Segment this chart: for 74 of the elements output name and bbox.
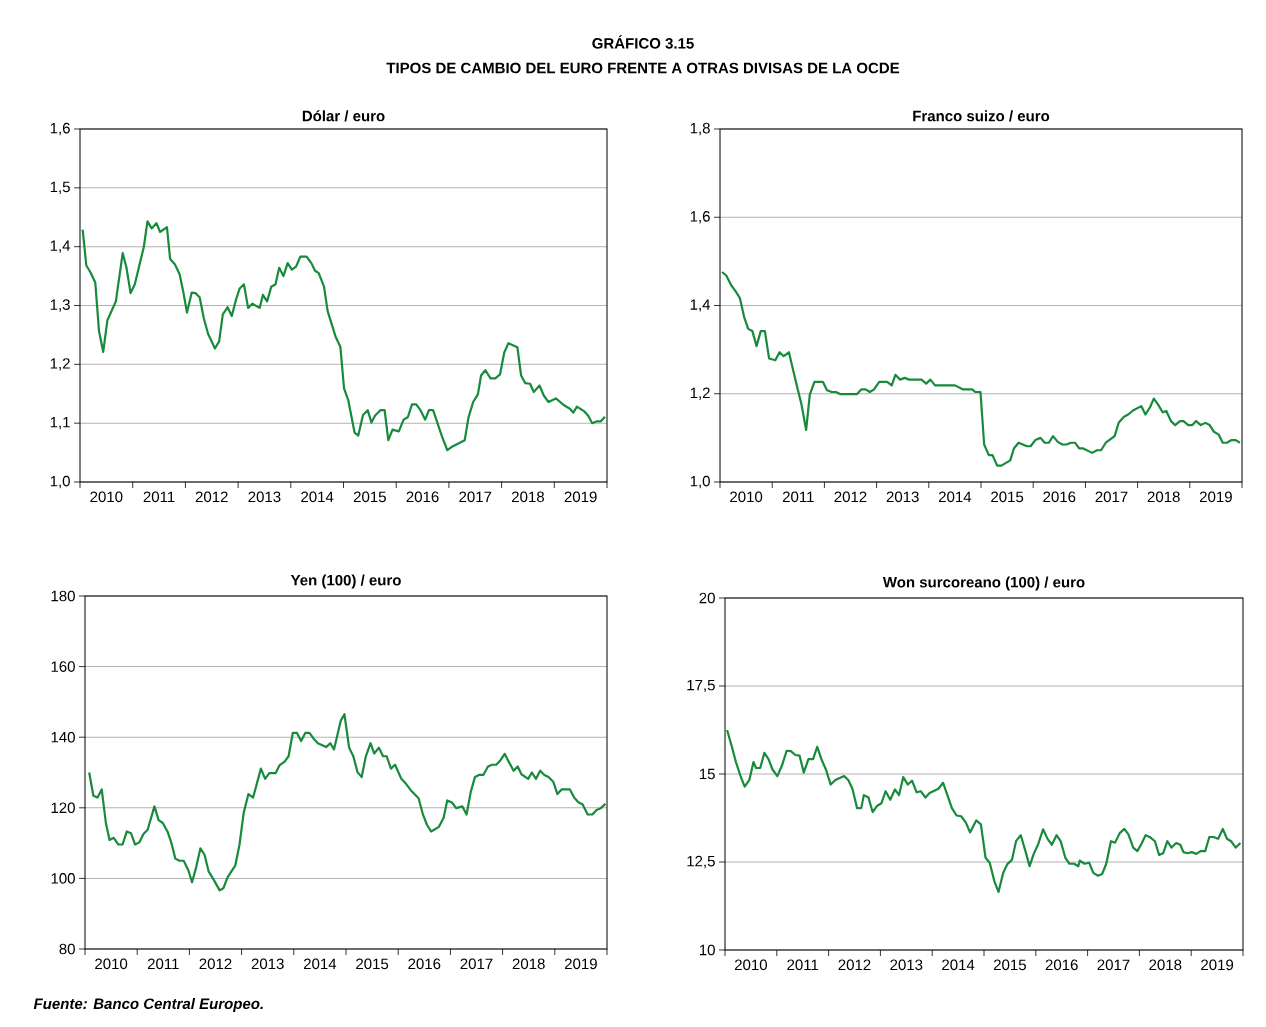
y-tick-label: 140: [51, 731, 75, 743]
y-tick-label: 1,0: [50, 475, 70, 489]
x-tick-label: 2018: [512, 491, 544, 503]
x-tick-label: 2017: [460, 958, 493, 970]
x-tick-label: 2011: [147, 958, 179, 970]
chart-title: Won surcoreano (100) / euro: [882, 576, 1085, 591]
x-tick-label: 2015: [993, 959, 1026, 971]
x-tick-label: 2015: [991, 491, 1024, 503]
source-note: Fuente: Banco Central Europeo.: [33, 998, 263, 1012]
x-tick-label: 2015: [356, 958, 389, 970]
y-tick-label: 1,0: [690, 475, 710, 489]
chart-title: Dólar / euro: [302, 110, 385, 122]
x-tick-label: 2016: [408, 958, 441, 970]
x-tick-label: 2014: [301, 491, 334, 503]
x-tick-label: 2019: [564, 958, 597, 970]
y-tick-label: 80: [59, 943, 75, 955]
y-tick-label: 12,5: [687, 855, 715, 869]
x-tick-label: 2014: [303, 958, 337, 970]
y-tick-label: 1,1: [50, 417, 70, 430]
x-tick-label: 2011: [782, 491, 814, 503]
y-tick-label: 100: [51, 873, 75, 884]
x-tick-label: 2012: [195, 491, 228, 503]
x-tick-label: 2015: [353, 491, 386, 503]
x-tick-label: 2017: [1097, 959, 1130, 971]
x-tick-label: 2014: [938, 491, 972, 503]
x-tick-label: 2011: [787, 959, 819, 971]
x-tick-label: 2016: [1045, 959, 1078, 971]
y-tick-label: 1,3: [50, 299, 70, 312]
y-tick-label: 1,8: [690, 122, 710, 136]
x-tick-label: 2010: [734, 959, 767, 971]
x-tick-label: 2019: [1201, 959, 1234, 971]
y-tick-label: 20: [699, 592, 715, 604]
line-series: [88, 713, 607, 892]
x-tick-label: 2013: [890, 959, 923, 971]
x-tick-label: 2010: [90, 491, 123, 503]
y-tick-label: 180: [51, 590, 75, 602]
x-tick-label: 2010: [95, 958, 128, 970]
y-tick-label: 1,4: [50, 240, 71, 253]
y-tick-label: 120: [51, 802, 75, 814]
line-series: [721, 270, 1242, 467]
x-tick-label: 2018: [512, 958, 545, 970]
chart-title: Yen (100) / euro: [290, 574, 401, 589]
x-tick-label: 2017: [459, 491, 492, 503]
chart-title: Franco suizo / euro: [913, 110, 1050, 122]
y-tick-label: 1,4: [690, 299, 711, 312]
y-tick-label: 15: [699, 768, 715, 780]
text: TIPOS DE CAMBIO DEL EURO FRENTE A OTRAS DIVISAS DE LA OCDE: [386, 62, 900, 74]
x-tick-label: 2016: [406, 491, 439, 503]
text: GRÁFICO 3.15: [592, 35, 694, 49]
x-tick-label: 2019: [564, 491, 597, 503]
x-tick-label: 2010: [730, 491, 763, 503]
y-tick-label: 1,5: [50, 181, 70, 194]
x-tick-label: 2012: [838, 959, 871, 971]
x-tick-label: 2016: [1043, 491, 1076, 503]
x-tick-label: 2017: [1095, 491, 1128, 503]
x-tick-label: 2013: [886, 491, 919, 503]
y-tick-label: 10: [699, 944, 715, 956]
x-tick-label: 2013: [248, 491, 281, 503]
y-tick-label: 1,2: [50, 358, 70, 371]
y-tick-label: 1,6: [50, 122, 70, 136]
x-tick-label: 2011: [143, 491, 175, 503]
x-tick-label: 2019: [1199, 491, 1232, 503]
x-tick-label: 2012: [199, 958, 232, 970]
y-tick-label: 1,6: [690, 211, 710, 224]
x-tick-label: 2013: [251, 958, 284, 970]
y-tick-label: 17,5: [687, 679, 715, 693]
x-tick-label: 2018: [1149, 959, 1182, 971]
y-tick-label: 160: [51, 661, 75, 672]
x-tick-label: 2012: [834, 491, 867, 503]
line-series: [81, 220, 606, 452]
x-tick-label: 2014: [942, 959, 975, 971]
line-series: [725, 728, 1242, 894]
y-tick-label: 1,2: [690, 387, 710, 400]
x-tick-label: 2018: [1147, 491, 1180, 503]
